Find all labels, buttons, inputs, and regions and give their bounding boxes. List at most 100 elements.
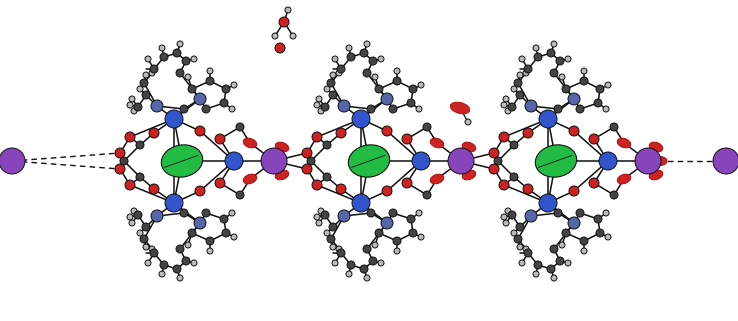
Ellipse shape [140, 235, 148, 243]
Ellipse shape [131, 208, 137, 214]
Ellipse shape [364, 275, 370, 281]
Ellipse shape [594, 215, 602, 223]
Ellipse shape [194, 217, 206, 229]
Ellipse shape [514, 235, 522, 243]
Ellipse shape [394, 248, 400, 254]
Ellipse shape [137, 230, 143, 236]
Ellipse shape [222, 229, 230, 237]
Ellipse shape [194, 93, 206, 105]
Ellipse shape [220, 99, 228, 107]
Ellipse shape [222, 85, 230, 93]
Ellipse shape [332, 56, 338, 62]
Ellipse shape [430, 174, 444, 184]
Ellipse shape [523, 246, 529, 252]
Ellipse shape [547, 49, 555, 57]
Ellipse shape [603, 210, 609, 216]
Ellipse shape [360, 49, 368, 57]
Ellipse shape [261, 148, 287, 174]
Ellipse shape [635, 148, 661, 174]
Ellipse shape [511, 86, 517, 92]
Ellipse shape [569, 126, 579, 136]
Ellipse shape [220, 215, 228, 223]
Ellipse shape [160, 53, 168, 61]
Ellipse shape [165, 194, 183, 212]
Ellipse shape [489, 164, 499, 174]
Ellipse shape [129, 220, 135, 226]
Ellipse shape [568, 93, 580, 105]
Ellipse shape [142, 223, 150, 231]
Ellipse shape [332, 260, 338, 266]
Ellipse shape [596, 229, 604, 237]
Ellipse shape [206, 237, 214, 245]
Ellipse shape [363, 245, 371, 253]
Ellipse shape [378, 260, 384, 266]
Ellipse shape [143, 72, 149, 78]
Ellipse shape [115, 164, 125, 174]
Ellipse shape [149, 70, 155, 76]
Ellipse shape [489, 148, 499, 158]
Ellipse shape [275, 170, 289, 180]
Ellipse shape [539, 110, 557, 128]
Ellipse shape [418, 234, 424, 240]
Ellipse shape [134, 211, 142, 219]
Ellipse shape [346, 271, 352, 277]
Ellipse shape [402, 134, 412, 144]
Ellipse shape [412, 152, 430, 170]
Ellipse shape [569, 186, 579, 196]
Ellipse shape [327, 79, 335, 87]
Ellipse shape [610, 123, 618, 131]
Ellipse shape [336, 246, 342, 252]
Ellipse shape [321, 103, 329, 111]
Ellipse shape [290, 33, 296, 39]
Ellipse shape [125, 180, 135, 190]
Ellipse shape [150, 65, 158, 73]
Ellipse shape [336, 70, 342, 76]
Ellipse shape [517, 72, 523, 78]
Ellipse shape [649, 170, 663, 180]
Ellipse shape [535, 145, 576, 177]
Ellipse shape [465, 119, 471, 125]
Ellipse shape [402, 178, 412, 188]
Ellipse shape [505, 108, 511, 114]
Ellipse shape [127, 214, 133, 220]
Ellipse shape [407, 215, 415, 223]
Ellipse shape [0, 148, 25, 174]
Ellipse shape [115, 148, 125, 158]
Ellipse shape [511, 230, 517, 236]
Ellipse shape [131, 108, 137, 114]
Ellipse shape [177, 41, 183, 47]
Ellipse shape [525, 100, 537, 112]
Ellipse shape [191, 260, 197, 266]
Ellipse shape [499, 180, 509, 190]
Ellipse shape [327, 235, 335, 243]
Ellipse shape [519, 56, 525, 62]
Ellipse shape [176, 69, 184, 77]
Ellipse shape [450, 102, 470, 114]
Ellipse shape [369, 57, 377, 65]
Ellipse shape [185, 242, 191, 248]
Ellipse shape [316, 220, 322, 226]
Ellipse shape [151, 210, 163, 222]
Ellipse shape [202, 209, 210, 217]
Ellipse shape [347, 261, 355, 269]
Ellipse shape [149, 184, 159, 194]
Ellipse shape [180, 209, 188, 217]
Ellipse shape [229, 106, 235, 112]
Ellipse shape [215, 178, 225, 188]
Ellipse shape [364, 41, 370, 47]
Ellipse shape [136, 173, 144, 181]
Ellipse shape [134, 103, 142, 111]
Ellipse shape [347, 53, 355, 61]
Ellipse shape [599, 152, 617, 170]
Ellipse shape [244, 138, 257, 148]
Ellipse shape [523, 70, 529, 76]
Ellipse shape [503, 220, 509, 226]
Ellipse shape [514, 79, 522, 87]
Ellipse shape [525, 210, 537, 222]
Ellipse shape [409, 229, 417, 237]
Ellipse shape [534, 261, 542, 269]
Ellipse shape [318, 208, 324, 214]
Ellipse shape [389, 209, 397, 217]
Ellipse shape [389, 105, 397, 113]
Ellipse shape [517, 244, 523, 250]
